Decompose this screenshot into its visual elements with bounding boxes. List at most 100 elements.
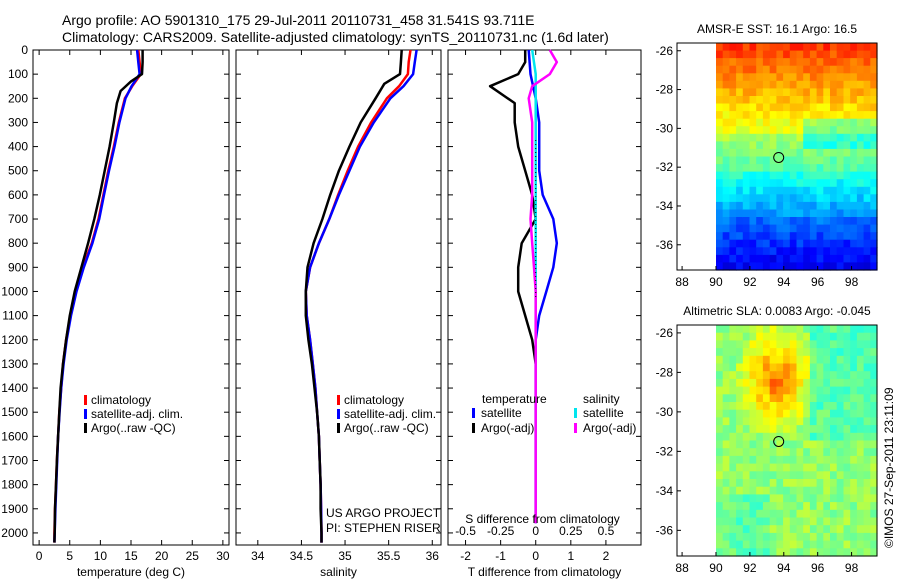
heatmap-cell	[722, 254, 730, 264]
heatmap-cell	[776, 126, 784, 135]
heatmap-cell	[830, 96, 838, 105]
project-annotation: US ARGO PROJECT	[326, 506, 441, 520]
heatmap-cell	[789, 43, 798, 52]
heatmap-cell	[816, 96, 824, 105]
heatmap-cell	[729, 111, 737, 120]
heatmap-cell	[762, 494, 771, 503]
y-tick-label: 1800	[1, 478, 28, 492]
heatmap-cell	[843, 88, 851, 97]
heatmap-cell	[863, 448, 871, 457]
heatmap-cell	[803, 463, 811, 472]
heatmap-cell	[803, 471, 811, 480]
heatmap-cell	[836, 96, 844, 105]
heatmap-cell	[722, 532, 730, 542]
delta-legend-label: satellite	[583, 406, 624, 420]
heatmap-cell	[816, 525, 824, 534]
heatmap-cell	[870, 540, 878, 549]
heatmap-cell	[736, 548, 744, 557]
heatmap-cell	[729, 133, 737, 142]
heatmap-cell	[783, 417, 791, 426]
heatmap-cell	[729, 394, 737, 403]
heatmap-cell	[870, 65, 878, 74]
heatmap-cell	[809, 73, 818, 82]
heatmap-cell	[783, 532, 791, 542]
heatmap-cell	[809, 262, 818, 271]
heatmap-cell	[716, 463, 724, 472]
heatmap-cell	[850, 179, 858, 188]
heatmap-cell	[769, 80, 777, 89]
heatmap-cell	[803, 540, 811, 549]
heatmap-cell	[722, 371, 730, 380]
heatmap-cell	[843, 332, 851, 341]
heatmap-cell	[769, 525, 777, 534]
heatmap-cell	[749, 141, 757, 150]
heatmap-cell	[809, 525, 818, 534]
heatmap-cell	[850, 156, 858, 165]
heatmap-cell	[756, 432, 764, 442]
heatmap-cell	[823, 425, 831, 434]
heatmap-cell	[776, 332, 784, 341]
heatmap-cell	[783, 340, 791, 349]
heatmap-cell	[816, 201, 824, 211]
map-x-tick-label: 98	[845, 561, 859, 575]
heatmap-cell	[789, 332, 798, 341]
heatmap-cell	[863, 325, 871, 334]
heatmap-cell	[749, 486, 757, 495]
heatmap-cell	[729, 540, 737, 549]
heatmap-cells-4	[716, 325, 878, 557]
y-tick-label: 1500	[1, 405, 28, 419]
heatmap-cell	[756, 58, 764, 67]
heatmap-cell	[776, 103, 784, 112]
heatmap-cell	[783, 325, 791, 334]
heatmap-cell	[830, 141, 838, 150]
heatmap-cell	[863, 50, 871, 59]
heatmap-cell	[769, 239, 777, 248]
heatmap-cell	[762, 340, 771, 349]
heatmap-cell	[789, 440, 798, 449]
heatmap-cell	[836, 548, 844, 557]
heatmap-cell	[850, 371, 858, 380]
heatmap-cell	[803, 118, 811, 127]
heatmap-cell	[716, 517, 724, 526]
heatmap-cell	[816, 254, 824, 264]
heatmap-cell	[816, 402, 824, 411]
heatmap-cell	[769, 371, 777, 380]
heatmap-cell	[742, 471, 751, 480]
heatmap-cell	[783, 43, 791, 52]
heatmap-cell	[830, 103, 838, 112]
heatmap-cell	[716, 118, 724, 127]
heatmap-cell	[789, 378, 798, 388]
heatmap-cell	[736, 73, 744, 82]
heatmap-cell	[830, 111, 838, 120]
heatmap-cell	[830, 479, 838, 488]
heatmap-cell	[863, 209, 871, 218]
heatmap-cell	[870, 148, 878, 158]
series-line-satellite-adj--clim-	[53, 49, 141, 543]
heatmap-cell	[870, 239, 878, 248]
heatmap-cell	[843, 43, 851, 52]
heatmap-cell	[783, 118, 791, 127]
heatmap-cell	[863, 532, 871, 542]
heatmap-cell	[749, 179, 757, 188]
heatmap-cell	[756, 363, 764, 372]
heatmap-cell	[722, 141, 730, 150]
heatmap-cell	[789, 201, 798, 211]
heatmap-cell	[762, 262, 771, 271]
heatmap-cell	[756, 164, 764, 173]
heatmap-cell	[736, 363, 744, 372]
heatmap-cell	[823, 548, 831, 557]
heatmap-cell	[722, 201, 730, 211]
heatmap-cell	[736, 217, 744, 226]
heatmap-cell	[870, 194, 878, 203]
heatmap-cell	[843, 448, 851, 457]
heatmap-cell	[736, 378, 744, 388]
heatmap-cell	[863, 262, 871, 271]
heatmap-cell	[789, 386, 798, 395]
heatmap-cell	[830, 171, 838, 180]
heatmap-cells-3	[716, 43, 878, 271]
delta-legend-label: Argo(-adj)	[583, 421, 636, 435]
heatmap-cell	[769, 332, 777, 341]
heatmap-cell	[756, 224, 764, 233]
heatmap-cell	[776, 217, 784, 226]
heatmap-cell	[756, 471, 764, 480]
